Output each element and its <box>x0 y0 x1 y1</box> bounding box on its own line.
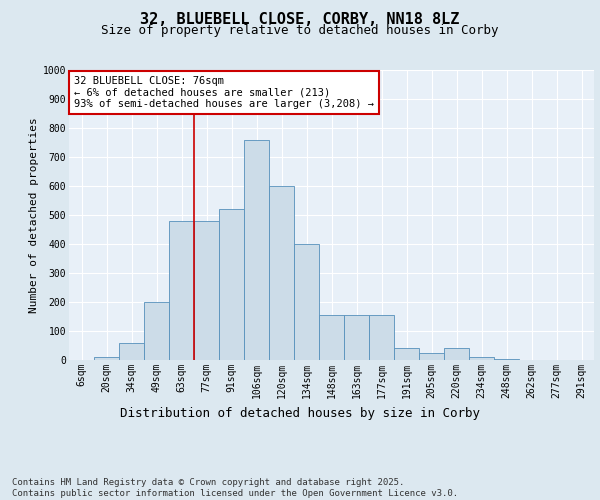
Bar <box>394 348 419 360</box>
Bar <box>269 186 294 360</box>
Bar <box>444 348 469 360</box>
Bar <box>144 302 169 360</box>
Bar <box>94 357 119 360</box>
Bar <box>369 315 394 360</box>
Bar <box>344 315 369 360</box>
Text: 32, BLUEBELL CLOSE, CORBY, NN18 8LZ: 32, BLUEBELL CLOSE, CORBY, NN18 8LZ <box>140 12 460 28</box>
Bar <box>194 221 219 360</box>
Text: Distribution of detached houses by size in Corby: Distribution of detached houses by size … <box>120 408 480 420</box>
Bar <box>119 342 144 360</box>
Text: Size of property relative to detached houses in Corby: Size of property relative to detached ho… <box>101 24 499 37</box>
Bar <box>294 244 319 360</box>
Y-axis label: Number of detached properties: Number of detached properties <box>29 117 38 313</box>
Bar <box>219 209 244 360</box>
Text: Contains HM Land Registry data © Crown copyright and database right 2025.
Contai: Contains HM Land Registry data © Crown c… <box>12 478 458 498</box>
Bar <box>169 221 194 360</box>
Bar <box>244 140 269 360</box>
Bar <box>419 353 444 360</box>
Text: 32 BLUEBELL CLOSE: 76sqm
← 6% of detached houses are smaller (213)
93% of semi-d: 32 BLUEBELL CLOSE: 76sqm ← 6% of detache… <box>74 76 374 109</box>
Bar <box>319 315 344 360</box>
Bar <box>469 357 494 360</box>
